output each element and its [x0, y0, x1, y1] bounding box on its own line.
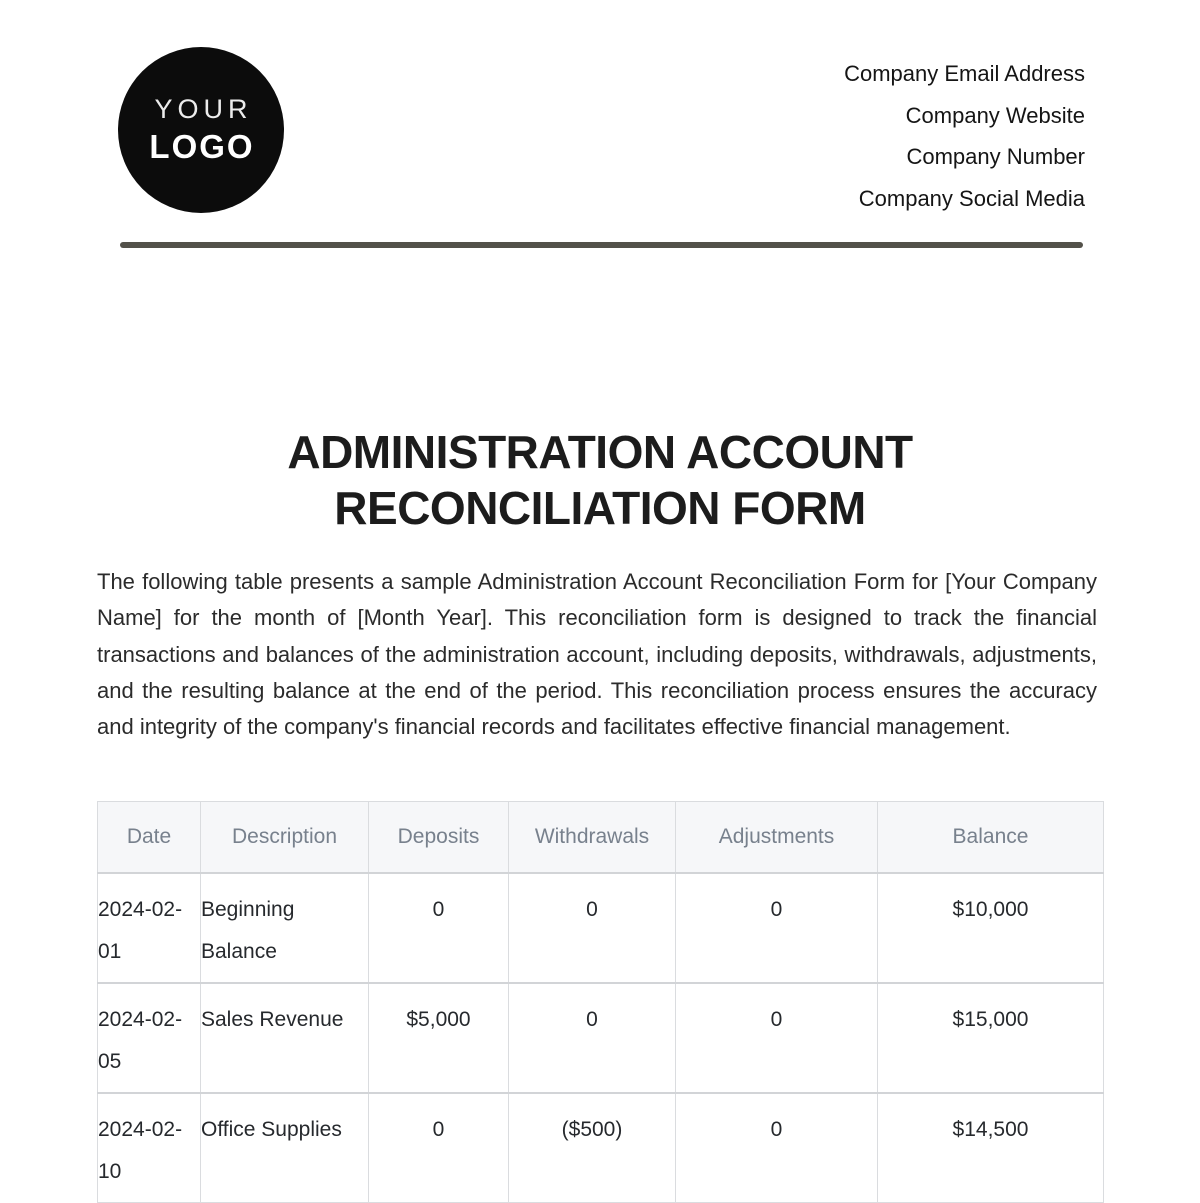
cell-date: 2024-02-10: [97, 1091, 201, 1203]
contact-line-email: Company Email Address: [844, 61, 1085, 86]
logo-text-logo: LOGO: [149, 128, 255, 165]
cell-description: Office Supplies: [200, 1091, 369, 1203]
cell-date: 2024-02-05: [97, 981, 201, 1093]
cell-deposits: $5,000: [368, 981, 509, 1093]
table-row: 2024-02-01 Beginning Balance 0 0 0 $10,0…: [97, 871, 1104, 983]
cell-adjustments: 0: [675, 1091, 878, 1203]
company-logo: YOUR LOGO: [118, 47, 284, 213]
column-header-description: Description: [200, 801, 369, 873]
table-header-row: Date Description Deposits Withdrawals Ad…: [97, 801, 1104, 873]
column-header-balance: Balance: [877, 801, 1104, 873]
logo-text-your: YOUR: [154, 94, 253, 124]
cell-date: 2024-02-01: [97, 871, 201, 983]
column-header-date: Date: [97, 801, 201, 873]
contact-line-social: Company Social Media: [858, 185, 1085, 211]
cell-balance: $15,000: [877, 981, 1104, 1093]
cell-adjustments: 0: [675, 871, 878, 983]
cell-balance: $10,000: [877, 871, 1104, 983]
page-title-line1: ADMINISTRATION ACCOUNT: [287, 426, 913, 478]
intro-paragraph: The following table presents a sample Ad…: [97, 569, 1097, 740]
column-header-withdrawals: Withdrawals: [508, 801, 676, 873]
table-row: 2024-02-10 Office Supplies 0 ($500) 0 $1…: [97, 1091, 1104, 1203]
column-header-adjustments: Adjustments: [675, 801, 878, 873]
cell-withdrawals: 0: [508, 981, 676, 1093]
cell-description: Beginning Balance: [200, 871, 369, 983]
cell-balance: $14,500: [877, 1091, 1104, 1203]
contact-line-number: Company Number: [906, 144, 1085, 169]
contact-block: Company Email Address Company Website Co…: [844, 53, 1085, 219]
contact-line-website: Company Website: [905, 102, 1085, 128]
reconciliation-table: Date Description Deposits Withdrawals Ad…: [97, 801, 1104, 1203]
cell-adjustments: 0: [675, 981, 878, 1093]
cell-description: Sales Revenue: [200, 981, 369, 1093]
letterhead-divider: [120, 242, 1083, 248]
page-title: ADMINISTRATION ACCOUNT RECONCILIATION FO…: [97, 424, 1103, 536]
cell-deposits: 0: [368, 871, 509, 983]
column-header-deposits: Deposits: [368, 801, 509, 873]
cell-withdrawals: 0: [508, 871, 676, 983]
cell-withdrawals: ($500): [508, 1091, 676, 1203]
table-row: 2024-02-05 Sales Revenue $5,000 0 0 $15,…: [97, 981, 1104, 1093]
page-title-line2: RECONCILIATION FORM: [334, 482, 866, 534]
cell-deposits: 0: [368, 1091, 509, 1203]
